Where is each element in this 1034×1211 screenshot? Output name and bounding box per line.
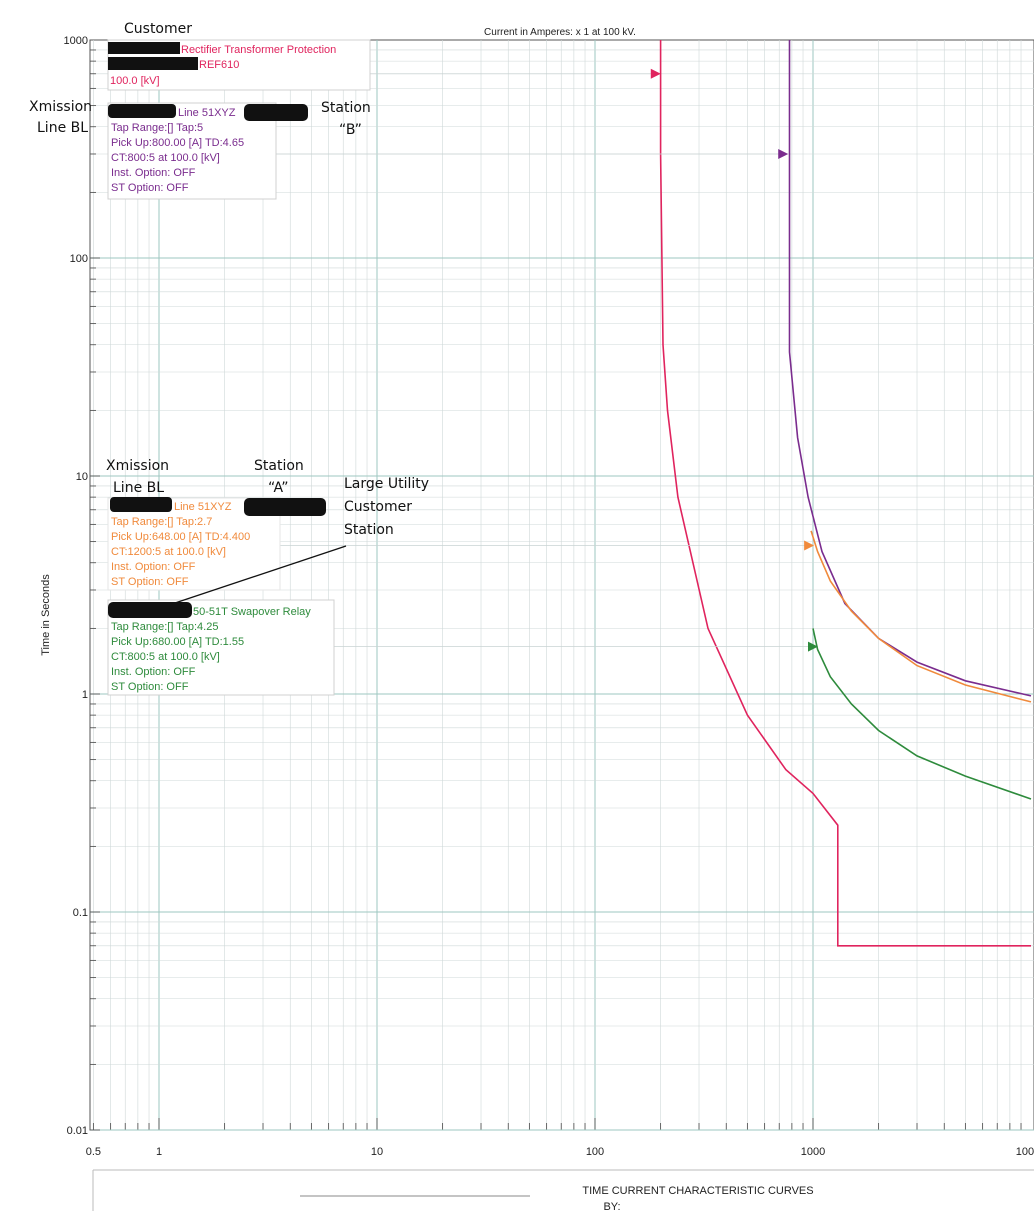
redacted-block — [110, 497, 172, 512]
y-tick-label: 0.01 — [67, 1125, 88, 1137]
station-b-box-line-3: Pick Up:800.00 [A] TD:4.65 — [111, 137, 244, 149]
y-tick-label: 10 — [76, 471, 88, 483]
y-tick-label: 100 — [70, 253, 88, 265]
x-tick-label: 0.5 — [86, 1146, 101, 1158]
footer-title: TIME CURRENT CHARACTERISTIC CURVES — [582, 1185, 813, 1197]
x-tick-label: 1000 — [801, 1146, 825, 1158]
marker-station_b — [778, 148, 789, 159]
customer-box-line-1: Rectifier Transformer Protection — [181, 44, 336, 56]
station-a-box-line-4: CT:1200:5 at 100.0 [kV] — [111, 546, 226, 558]
x-tick-label: 1 — [156, 1146, 162, 1158]
station-b-box-line-1: Line 51XYZ — [178, 107, 236, 119]
curve-station_b — [788, 40, 1032, 697]
swapover-box-line-4: CT:800:5 at 100.0 [kV] — [111, 651, 220, 663]
redacted-block — [244, 498, 326, 516]
annotation-station-b-1: Station — [321, 100, 371, 116]
curves — [659, 40, 1032, 947]
footer-by: BY: — [603, 1201, 620, 1211]
annotation-station-a-2: “A” — [268, 480, 289, 496]
annotation-large-utility-1: Large Utility — [344, 476, 429, 492]
swapover-box-line-2: Tap Range:[] Tap:4.25 — [111, 621, 218, 633]
station-b-box-line-4: CT:800:5 at 100.0 [kV] — [111, 152, 220, 164]
x-axis-title: Current in Amperes: x 1 at 100 kV. — [484, 27, 636, 38]
station-a-box-line-1: Line 51XYZ — [174, 501, 232, 513]
annotation-station-b-2: “B” — [339, 122, 362, 138]
annotation-xmission-b-1: Xmission — [29, 99, 92, 115]
redacted-block — [108, 104, 176, 118]
customer-box-line-2: REF610 — [199, 59, 239, 71]
annotation-xmission-a-1: Xmission — [106, 458, 169, 474]
station-b-box-line-5: Inst. Option: OFF — [111, 167, 196, 179]
callout-line — [171, 545, 347, 605]
annotation-customer: Customer — [124, 21, 192, 37]
y-tick-label: 1 — [82, 689, 88, 701]
station-a-box-line-2: Tap Range:[] Tap:2.7 — [111, 516, 212, 528]
y-tick-label: 0.1 — [73, 907, 88, 919]
annotation-xmission-a-2: Line BL — [113, 480, 164, 496]
station-b-box-line-2: Tap Range:[] Tap:5 — [111, 122, 203, 134]
annotation-large-utility-2: Customer — [344, 499, 412, 515]
y-axis-label: Time in Seconds — [40, 574, 52, 656]
curve-station_a — [810, 530, 1032, 703]
redacted-block — [108, 57, 198, 70]
station-a-box-line-3: Pick Up:648.00 [A] TD:4.400 — [111, 531, 250, 543]
y-tick-labels: 0.01 0.1 1 10 100 1000 — [64, 35, 88, 1137]
swapover-box-line-6: ST Option: OFF — [111, 681, 189, 693]
curve-customer — [659, 40, 1031, 947]
customer-setting-box: Rectifier Transformer Protection REF610 … — [107, 39, 371, 91]
marker-swapover — [808, 641, 818, 652]
annotation-xmission-b-2: Line BL — [37, 120, 88, 136]
redacted-block — [244, 104, 308, 121]
customer-box-line-3: 100.0 [kV] — [110, 75, 160, 87]
x-tick-label: 10000 — [1016, 1146, 1034, 1158]
station-a-setting-box: Line 51XYZ Tap Range:[] Tap:2.7 Pick Up:… — [107, 497, 326, 591]
x-tick-label: 100 — [586, 1146, 604, 1158]
x-tick-labels: 0.5 1 10 100 1000 10000 — [86, 1146, 1034, 1158]
y-tick-label: 1000 — [64, 35, 88, 47]
curve-swapover — [812, 628, 1032, 800]
redacted-block — [108, 602, 192, 618]
swapover-box-line-3: Pick Up:680.00 [A] TD:1.55 — [111, 636, 244, 648]
swapover-setting-box: 50-51T Swapover Relay Tap Range:[] Tap:4… — [107, 599, 335, 696]
annotation-station-a-1: Station — [254, 458, 304, 474]
station-b-box-line-6: ST Option: OFF — [111, 182, 189, 194]
station-b-setting-box: Line 51XYZ Tap Range:[] Tap:5 Pick Up:80… — [107, 102, 308, 200]
redacted-block — [108, 42, 180, 54]
footer-title-block: TIME CURRENT CHARACTERISTIC CURVES BY: — [92, 1169, 1034, 1211]
station-a-box-line-6: ST Option: OFF — [111, 576, 189, 588]
station-a-box-line-5: Inst. Option: OFF — [111, 561, 196, 573]
annotation-large-utility-3: Station — [344, 522, 394, 538]
swapover-box-line-5: Inst. Option: OFF — [111, 666, 196, 678]
marker-customer — [650, 68, 661, 79]
swapover-box-line-1: 50-51T Swapover Relay — [193, 606, 311, 618]
x-tick-label: 10 — [371, 1146, 383, 1158]
marker-station_a — [804, 540, 815, 551]
